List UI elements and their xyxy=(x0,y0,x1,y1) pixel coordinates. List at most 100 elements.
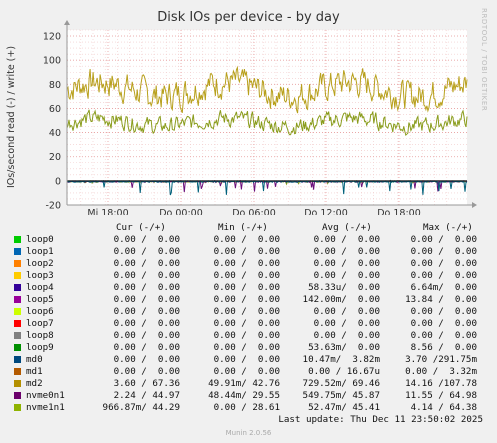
header-max: Max (-/+) xyxy=(423,222,473,233)
legend-cur-value: 0.00 / 0.00 xyxy=(113,318,180,329)
series-read-line-md0 xyxy=(66,179,468,196)
legend-max-value: 3.70 /291.75m xyxy=(405,354,477,365)
legend-min-value: 0.00 / 0.00 xyxy=(213,294,280,305)
legend-swatch xyxy=(14,332,21,339)
chart-title: Disk IOs per device - by day xyxy=(157,10,340,25)
x-tick-label: Mi 18:00 xyxy=(87,208,128,215)
legend-max-value: 0.00 / 0.00 xyxy=(410,330,477,341)
legend-label: nvme1n1 xyxy=(26,402,65,413)
series-line-md2 xyxy=(66,65,468,114)
legend-row-loop7: loop7 0.00 / 0.00 0.00 / 0.00 0.00 / 0.00 0.… xyxy=(0,318,497,330)
legend-swatch xyxy=(14,260,21,267)
y-tick-labels: -20 0 20 40 60 80 100 120 xyxy=(43,32,61,212)
legend-cur-value: 0.00 / 0.00 xyxy=(113,330,180,341)
y-tick-label: -20 xyxy=(45,201,61,212)
grid-lines xyxy=(67,29,467,206)
legend-max-value: 0.00 / 0.00 xyxy=(410,270,477,281)
y-tick-label: 100 xyxy=(43,56,61,67)
legend-cur-value: 0.00 / 0.00 xyxy=(113,270,180,281)
legend-swatch xyxy=(14,404,21,411)
legend-avg-value: 10.47m/ 3.82m xyxy=(302,354,380,365)
legend-max-value: 0.00 / 0.00 xyxy=(410,258,477,269)
x-tick-label: Do 12:00 xyxy=(304,208,348,215)
legend-label: loop7 xyxy=(26,318,54,329)
legend-cur-value: 0.00 / 0.00 xyxy=(113,246,180,257)
legend-swatch xyxy=(14,344,21,351)
legend-min-value: 0.00 / 0.00 xyxy=(213,330,280,341)
legend-cur-value: 0.00 / 0.00 xyxy=(113,234,180,245)
legend-label: loop1 xyxy=(26,246,54,257)
legend-label: loop2 xyxy=(26,258,54,269)
legend-avg-value: 0.00 / 0.00 xyxy=(313,246,380,257)
header-avg: Avg (-/+) xyxy=(322,222,372,233)
legend-cur-value: 3.60 / 67.36 xyxy=(113,378,180,389)
header-cur: Cur (-/+) xyxy=(116,222,166,233)
legend-avg-value: 0.00 / 0.00 xyxy=(313,270,380,281)
legend-label: md2 xyxy=(26,378,43,389)
last-update: Last update: Thu Dec 11 23:50:02 2025 xyxy=(278,414,483,425)
legend-row-loop8: loop8 0.00 / 0.00 0.00 / 0.00 0.00 / 0.00 0.… xyxy=(0,330,497,342)
legend-min-value: 0.00 / 0.00 xyxy=(213,234,280,245)
legend-swatch xyxy=(14,380,21,387)
legend-label: loop0 xyxy=(26,234,54,245)
legend-avg-value: 0.00 / 0.00 xyxy=(313,306,380,317)
legend-max-value: 14.16 /107.78 xyxy=(405,378,477,389)
y-tick-label: 40 xyxy=(49,128,61,139)
legend-cur-value: 0.00 / 0.00 xyxy=(113,354,180,365)
legend-row-loop4: loop4 0.00 / 0.00 0.00 / 0.00 58.33u/ 0.00 6… xyxy=(0,282,497,294)
legend-avg-value: 142.00m/ 0.00 xyxy=(302,294,380,305)
x-tick-label: Do 00:00 xyxy=(159,208,203,215)
legend-row-loop2: loop2 0.00 / 0.00 0.00 / 0.00 0.00 / 0.00 0.… xyxy=(0,258,497,270)
header-min: Min (-/+) xyxy=(218,222,268,233)
legend-max-value: 0.00 / 3.32m xyxy=(405,366,477,377)
y-axis-arrow xyxy=(64,20,70,25)
legend-min-value: 0.00 / 0.00 xyxy=(213,306,280,317)
legend-label: md1 xyxy=(26,366,43,377)
rrdtool-watermark: RRDTOOL / TOBI OETIKER xyxy=(480,8,488,112)
legend-max-value: 0.00 / 0.00 xyxy=(410,234,477,245)
legend-cur-value: 0.00 / 0.00 xyxy=(113,342,180,353)
legend-avg-value: 0.00 / 0.00 xyxy=(313,234,380,245)
legend-max-value: 11.55 / 64.98 xyxy=(405,390,477,401)
legend-min-value: 48.44m/ 29.55 xyxy=(208,390,280,401)
disk-io-chart: -20 0 20 40 60 80 100 120 Mi 18:00 Do 00:00 Do 06… xyxy=(6,20,477,215)
legend-min-value: 0.00 / 0.00 xyxy=(213,366,280,377)
legend-avg-value: 0.00 / 0.00 xyxy=(313,258,380,269)
legend-swatch xyxy=(14,356,21,363)
legend-cur-value: 0.00 / 0.00 xyxy=(113,282,180,293)
legend-avg-value: 549.75m/ 45.87 xyxy=(302,390,380,401)
legend-max-value: 0.00 / 0.00 xyxy=(410,318,477,329)
munin-version: Munin 2.0.56 xyxy=(225,429,272,437)
legend-cur-value: 0.00 / 0.00 xyxy=(113,366,180,377)
legend-max-value: 0.00 / 0.00 xyxy=(410,306,477,317)
x-tick-label: Do 06:00 xyxy=(232,208,276,215)
legend-swatch xyxy=(14,308,21,315)
legend-avg-value: 0.00 / 16.67u xyxy=(308,366,380,377)
y-tick-label: 20 xyxy=(49,152,61,163)
legend-row-md0: md0 0.00 / 0.00 0.00 / 0.00 10.47m/ 3.82m 3.… xyxy=(0,354,497,366)
legend-row-loop3: loop3 0.00 / 0.00 0.00 / 0.00 0.00 / 0.00 0.… xyxy=(0,270,497,282)
legend-min-value: 49.91m/ 42.76 xyxy=(208,378,280,389)
legend-min-value: 0.00 / 0.00 xyxy=(213,282,280,293)
legend-max-value: 0.00 / 0.00 xyxy=(410,246,477,257)
legend-swatch xyxy=(14,392,21,399)
legend-row-loop0: loop0 0.00 / 0.00 0.00 / 0.00 0.00 / 0.00 0.… xyxy=(0,234,497,246)
legend-label: loop8 xyxy=(26,330,54,341)
legend-cur-value: 966.87m/ 44.29 xyxy=(102,402,180,413)
legend-row-loop5: loop5 0.00 / 0.00 0.00 / 0.00 142.00m/ 0.00… xyxy=(0,294,497,306)
legend-max-value: 8.56 / 0.00 xyxy=(410,342,477,353)
legend-swatch xyxy=(14,284,21,291)
legend-row-loop1: loop1 0.00 / 0.00 0.00 / 0.00 0.00 / 0.00 0.… xyxy=(0,246,497,258)
legend-min-value: 0.00 / 0.00 xyxy=(213,318,280,329)
legend-row-md1: md1 0.00 / 0.00 0.00 / 0.00 0.00 / 16.67u 0.… xyxy=(0,366,497,378)
legend-avg-value: 58.33u/ 0.00 xyxy=(308,282,380,293)
legend-avg-value: 53.63m/ 0.00 xyxy=(308,342,380,353)
y-tick-label: 80 xyxy=(49,80,61,91)
legend-min-value: 0.00 / 0.00 xyxy=(213,258,280,269)
legend-row-nvme1n1: nvme1n1 966.87m/ 44.29 0.00 / 28.61 52.47m/… xyxy=(0,402,497,414)
legend-label: loop9 xyxy=(26,342,54,353)
y-tick-label: 120 xyxy=(43,32,61,43)
legend-row-nvme0n1: nvme0n1 2.24 / 44.97 48.44m/ 29.55 549.75m/… xyxy=(0,390,497,402)
legend-swatch xyxy=(14,368,21,375)
legend-row-loop9: loop9 0.00 / 0.00 0.00 / 0.00 53.63m/ 0.00 8… xyxy=(0,342,497,354)
